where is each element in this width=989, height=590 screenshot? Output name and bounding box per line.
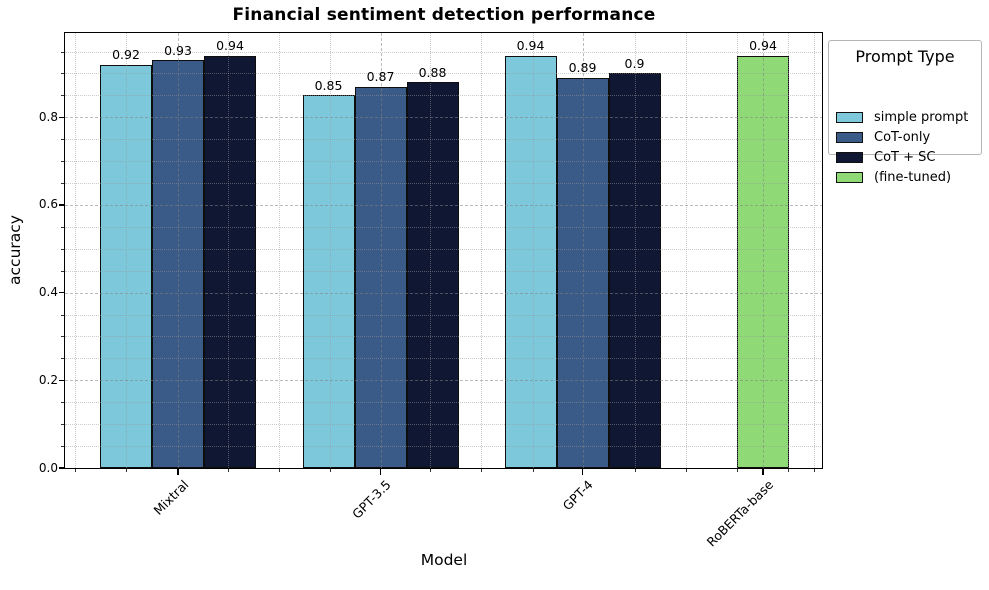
- chart-title: Financial sentiment detection performanc…: [232, 5, 656, 25]
- y-axis-minor-tick: [61, 226, 65, 228]
- legend-item: CoT + SC: [829, 148, 981, 168]
- y-axis-tick: [58, 204, 64, 206]
- x-tick-label-text: RoBERTa-base: [704, 477, 777, 550]
- x-axis-minor-tick: [126, 469, 127, 473]
- plot-area: [65, 33, 823, 468]
- x-axis-label: Model: [420, 551, 468, 569]
- legend-item-label: CoT-only: [874, 130, 931, 145]
- x-axis-minor-tick: [737, 469, 738, 473]
- y-tick-label: 0.2: [38, 372, 58, 387]
- y-axis-minor-tick: [61, 248, 65, 250]
- y-axis-tick: [58, 467, 64, 469]
- y-axis-tick: [58, 292, 64, 294]
- x-tick-label-text: Mixtral: [150, 477, 192, 518]
- x-axis-minor-tick: [686, 469, 687, 473]
- legend-color-patch: [836, 152, 863, 163]
- y-axis-minor-tick: [61, 402, 65, 404]
- x-axis-minor-tick: [635, 469, 636, 473]
- y-axis-tick: [58, 116, 64, 118]
- y-axis-minor-tick: [61, 183, 65, 185]
- x-axis-tick: [581, 469, 584, 475]
- legend-item-label: (fine-tuned): [874, 170, 952, 185]
- legend: Prompt Type simple prompt CoT-only CoT + S…: [828, 40, 982, 185]
- legend-item-label: CoT + SC: [874, 150, 936, 165]
- x-axis-tick: [762, 469, 764, 475]
- x-axis-tick: [379, 469, 382, 475]
- x-tick-label-text: GPT-4: [559, 477, 597, 514]
- x-axis-tick: [177, 469, 179, 475]
- x-axis-minor-tick: [75, 469, 76, 473]
- x-axis-minor-tick: [533, 469, 534, 473]
- y-tick-label: 0.8: [38, 109, 58, 124]
- y-axis-minor-tick: [61, 139, 65, 141]
- x-axis-minor-tick: [788, 469, 789, 473]
- legend-color-patch: [836, 172, 863, 183]
- legend-item: CoT-only: [829, 128, 981, 148]
- y-axis-minor-tick: [61, 446, 65, 448]
- y-axis-minor-tick: [61, 314, 65, 316]
- y-axis-minor-tick: [61, 424, 65, 426]
- y-axis-minor-tick: [61, 358, 65, 360]
- y-axis-tick: [58, 379, 64, 382]
- x-axis-minor-tick: [279, 469, 280, 473]
- y-axis-label: accuracy: [6, 215, 24, 285]
- x-tick-label-text: GPT-3.5: [349, 477, 395, 522]
- y-axis-minor-tick: [61, 73, 65, 75]
- y-axis-minor-tick: [61, 336, 65, 338]
- y-tick-label: 0.0: [38, 460, 58, 475]
- legend-color-patch: [836, 132, 863, 143]
- x-axis-minor-tick: [430, 469, 431, 473]
- legend-color-patch: [836, 112, 863, 123]
- legend-item: (fine-tuned): [829, 168, 981, 188]
- legend-item: simple prompt: [829, 108, 981, 128]
- x-axis-minor-tick: [814, 469, 815, 473]
- y-axis-minor-tick: [61, 95, 65, 97]
- y-axis-minor-tick: [61, 270, 65, 272]
- y-axis-minor-tick: [61, 161, 65, 163]
- x-axis-minor-tick: [228, 469, 229, 473]
- x-axis-minor-tick: [330, 469, 331, 473]
- legend-title: Prompt Type: [855, 47, 955, 66]
- legend-item-label: simple prompt: [874, 110, 969, 125]
- y-axis-minor-tick: [61, 51, 65, 53]
- x-axis-minor-tick: [481, 469, 482, 473]
